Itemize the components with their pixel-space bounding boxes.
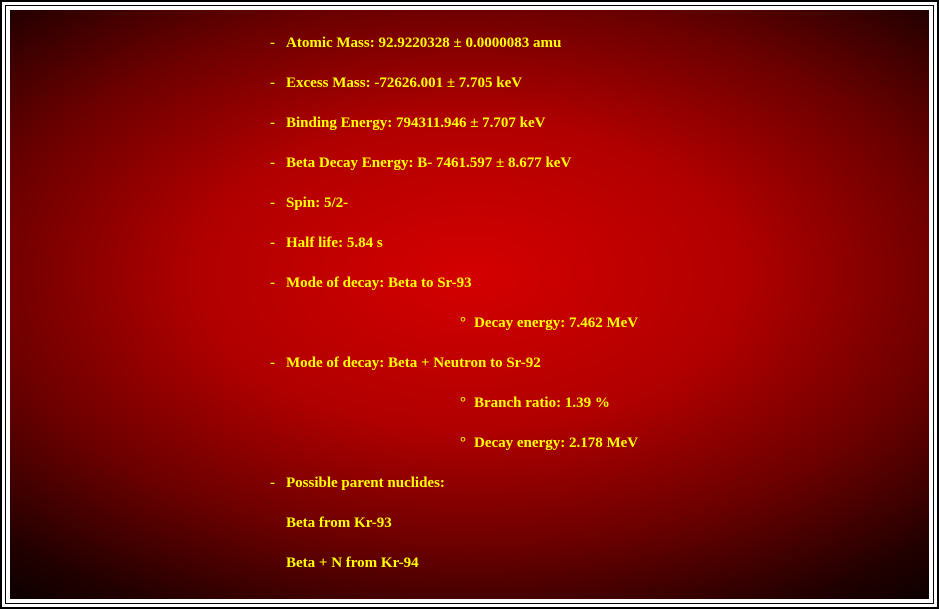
- decay-mode-2-text: Mode of decay: Beta + Neutron to Sr-92: [286, 355, 541, 371]
- bullet-dash: -: [270, 234, 286, 252]
- decay-mode-2-branch: °Branch ratio: 1.39 %: [460, 394, 909, 412]
- parent-1-text: Beta from Kr-93: [286, 515, 392, 531]
- bullet-dash: -: [270, 154, 286, 172]
- excess-mass-text: Excess Mass: -72626.001 ± 7.705 keV: [286, 75, 522, 91]
- property-half-life: -Half life: 5.84 s: [270, 234, 909, 252]
- decay-mode-2-branch-text: Branch ratio: 1.39 %: [474, 395, 610, 411]
- property-binding-energy: -Binding Energy: 794311.946 ± 7.707 keV: [270, 114, 909, 132]
- parent-nuclides-header-text: Possible parent nuclides:: [286, 475, 445, 491]
- outer-frame: -Atomic Mass: 92.9220328 ± 0.0000083 amu…: [0, 0, 939, 609]
- half-life-text: Half life: 5.84 s: [286, 235, 383, 251]
- decay-mode-2-energy-text: Decay energy: 2.178 MeV: [474, 435, 638, 451]
- bullet-dash: -: [270, 474, 286, 492]
- property-beta-decay-energy: -Beta Decay Energy: B- 7461.597 ± 8.677 …: [270, 154, 909, 172]
- property-decay-mode-1: -Mode of decay: Beta to Sr-93: [270, 274, 909, 292]
- bullet-dash: -: [270, 114, 286, 132]
- decay-mode-1-energy-text: Decay energy: 7.462 MeV: [474, 315, 638, 331]
- parent-nuclide-1: Beta from Kr-93: [286, 514, 909, 532]
- decay-mode-2-energy: °Decay energy: 2.178 MeV: [460, 434, 909, 452]
- property-excess-mass: -Excess Mass: -72626.001 ± 7.705 keV: [270, 74, 909, 92]
- content-panel: -Atomic Mass: 92.9220328 ± 0.0000083 amu…: [10, 10, 929, 599]
- inner-frame: -Atomic Mass: 92.9220328 ± 0.0000083 amu…: [5, 5, 934, 604]
- beta-decay-energy-text: Beta Decay Energy: B- 7461.597 ± 8.677 k…: [286, 155, 571, 171]
- parent-2-text: Beta + N from Kr-94: [286, 555, 419, 571]
- bullet-degree: °: [460, 434, 474, 452]
- bullet-dash: -: [270, 34, 286, 52]
- decay-mode-1-text: Mode of decay: Beta to Sr-93: [286, 275, 472, 291]
- bullet-degree: °: [460, 394, 474, 412]
- bullet-dash: -: [270, 354, 286, 372]
- bullet-dash: -: [270, 274, 286, 292]
- bullet-dash: -: [270, 194, 286, 212]
- binding-energy-text: Binding Energy: 794311.946 ± 7.707 keV: [286, 115, 546, 131]
- property-atomic-mass: -Atomic Mass: 92.9220328 ± 0.0000083 amu: [270, 34, 909, 52]
- property-parent-nuclides: -Possible parent nuclides:: [270, 474, 909, 492]
- decay-mode-1-energy: °Decay energy: 7.462 MeV: [460, 314, 909, 332]
- bullet-dash: -: [270, 74, 286, 92]
- spin-text: Spin: 5/2-: [286, 195, 348, 211]
- property-spin: -Spin: 5/2-: [270, 194, 909, 212]
- bullet-degree: °: [460, 314, 474, 332]
- parent-nuclide-2: Beta + N from Kr-94: [286, 554, 909, 572]
- atomic-mass-text: Atomic Mass: 92.9220328 ± 0.0000083 amu: [286, 35, 561, 51]
- property-decay-mode-2: -Mode of decay: Beta + Neutron to Sr-92: [270, 354, 909, 372]
